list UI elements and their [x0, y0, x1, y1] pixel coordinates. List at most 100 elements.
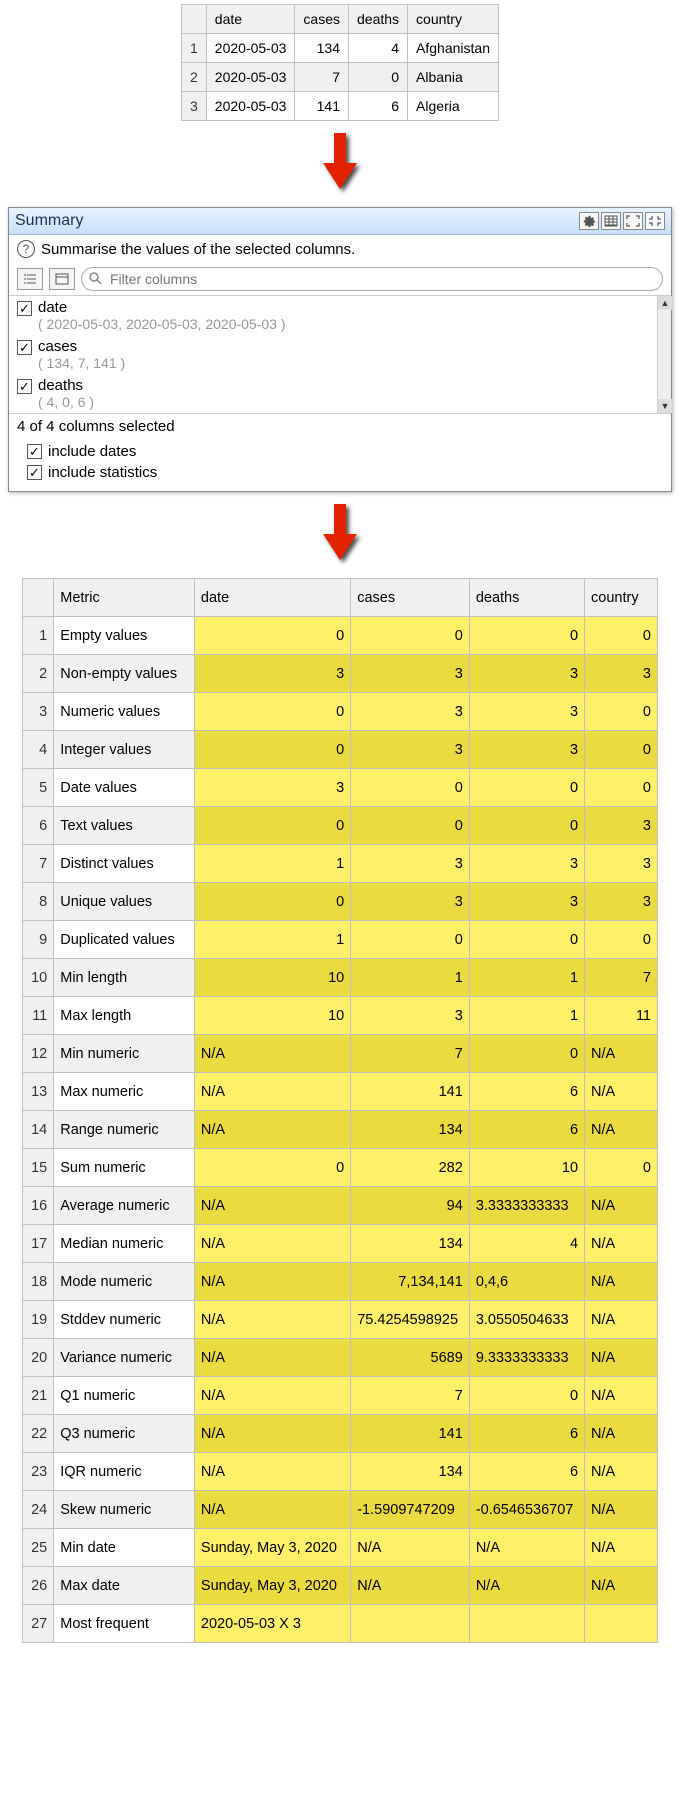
col-header-deaths[interactable]: deaths [469, 579, 584, 617]
metric-name[interactable]: Min date [54, 1529, 195, 1567]
metric-name[interactable]: Max length [54, 997, 195, 1035]
cell-cases[interactable]: 0 [351, 617, 470, 655]
cell-country[interactable]: 3 [585, 655, 658, 693]
metric-name[interactable]: Duplicated values [54, 921, 195, 959]
cell-date[interactable]: 2020-05-03 [206, 92, 295, 121]
col-header-date[interactable]: date [194, 579, 350, 617]
cell-country[interactable]: 11 [585, 997, 658, 1035]
cell-cases[interactable]: 3 [351, 731, 470, 769]
cell-cases[interactable]: N/A [351, 1567, 470, 1605]
cell-date[interactable]: N/A [194, 1415, 350, 1453]
cell-date[interactable]: 2020-05-03 X 3 [194, 1605, 350, 1643]
cell-cases[interactable]: 3 [351, 845, 470, 883]
cell-deaths[interactable]: 0 [469, 1377, 584, 1415]
metric-name[interactable]: Distinct values [54, 845, 195, 883]
cell-cases[interactable]: 3 [351, 655, 470, 693]
cell-date[interactable]: 10 [194, 997, 350, 1035]
cell-cases[interactable]: 282 [351, 1149, 470, 1187]
metric-name[interactable]: Mode numeric [54, 1263, 195, 1301]
cell-country[interactable]: 0 [585, 617, 658, 655]
row-number[interactable]: 25 [23, 1529, 54, 1567]
cell-country[interactable]: N/A [585, 1377, 658, 1415]
row-number[interactable]: 7 [23, 845, 54, 883]
cell-deaths[interactable]: 6 [469, 1111, 584, 1149]
metric-name[interactable]: Integer values [54, 731, 195, 769]
cell-date[interactable]: Sunday, May 3, 2020 [194, 1529, 350, 1567]
cell-date[interactable]: 0 [194, 731, 350, 769]
cell-deaths[interactable]: 6 [469, 1073, 584, 1111]
metric-name[interactable]: Skew numeric [54, 1491, 195, 1529]
row-number[interactable]: 1 [182, 34, 207, 63]
cell-date[interactable]: 2020-05-03 [206, 34, 295, 63]
metric-name[interactable]: Max numeric [54, 1073, 195, 1111]
cell-date[interactable]: N/A [194, 1225, 350, 1263]
cell-country[interactable]: 7 [585, 959, 658, 997]
row-number[interactable]: 24 [23, 1491, 54, 1529]
cell-date[interactable]: 1 [194, 845, 350, 883]
col-header-metric[interactable]: Metric [54, 579, 195, 617]
row-number[interactable]: 12 [23, 1035, 54, 1073]
cell-date[interactable]: N/A [194, 1301, 350, 1339]
filter-columns-input[interactable] [108, 270, 654, 288]
cell-deaths[interactable]: N/A [469, 1567, 584, 1605]
filter-input-wrap[interactable] [81, 267, 663, 291]
cell-country[interactable]: N/A [585, 1301, 658, 1339]
cell-date[interactable]: N/A [194, 1339, 350, 1377]
row-number[interactable]: 4 [23, 731, 54, 769]
cell-date[interactable]: 1 [194, 921, 350, 959]
cell-date[interactable]: 3 [194, 769, 350, 807]
cell-country[interactable]: N/A [585, 1339, 658, 1377]
cell-date[interactable]: N/A [194, 1035, 350, 1073]
col-header-deaths[interactable]: deaths [349, 5, 408, 34]
list-view-icon[interactable] [17, 268, 43, 290]
cell-country[interactable]: 0 [585, 1149, 658, 1187]
cell-deaths[interactable]: 1 [469, 997, 584, 1035]
cell-country[interactable]: 0 [585, 921, 658, 959]
cell-date[interactable]: 0 [194, 693, 350, 731]
row-number[interactable]: 10 [23, 959, 54, 997]
cell-cases[interactable]: N/A [351, 1529, 470, 1567]
cell-deaths[interactable]: 0 [349, 63, 408, 92]
cell-cases[interactable]: 94 [351, 1187, 470, 1225]
cell-deaths[interactable]: 0 [469, 769, 584, 807]
cell-cases[interactable] [351, 1605, 470, 1643]
cell-cases[interactable]: 3 [351, 997, 470, 1035]
cell-deaths[interactable] [469, 1605, 584, 1643]
metric-name[interactable]: Text values [54, 807, 195, 845]
cell-cases[interactable]: 141 [351, 1415, 470, 1453]
cell-country[interactable]: N/A [585, 1453, 658, 1491]
cell-deaths[interactable]: 1 [469, 959, 584, 997]
column-item[interactable]: ✓date( 2020-05-03, 2020-05-03, 2020-05-0… [9, 296, 657, 335]
cell-date[interactable]: N/A [194, 1263, 350, 1301]
expand-icon[interactable] [623, 212, 643, 230]
metric-name[interactable]: Most frequent [54, 1605, 195, 1643]
cell-deaths[interactable]: 3 [469, 655, 584, 693]
cell-cases[interactable]: 0 [351, 769, 470, 807]
cell-deaths[interactable]: 3.0550504633 [469, 1301, 584, 1339]
row-number[interactable]: 11 [23, 997, 54, 1035]
checkbox[interactable]: ✓ [17, 340, 32, 355]
metric-name[interactable]: Numeric values [54, 693, 195, 731]
checkbox[interactable]: ✓ [17, 379, 32, 394]
row-number[interactable]: 20 [23, 1339, 54, 1377]
cell-deaths[interactable]: N/A [469, 1529, 584, 1567]
cell-cases[interactable]: 7 [295, 63, 349, 92]
metric-name[interactable]: Stddev numeric [54, 1301, 195, 1339]
metric-name[interactable]: Unique values [54, 883, 195, 921]
scrollbar[interactable]: ▲ ▼ [657, 296, 671, 413]
cell-cases[interactable]: 3 [351, 883, 470, 921]
help-icon[interactable]: ? [17, 240, 35, 258]
cell-deaths[interactable]: 0 [469, 807, 584, 845]
checkbox[interactable]: ✓ [17, 301, 32, 316]
row-number[interactable]: 22 [23, 1415, 54, 1453]
cell-date[interactable]: 0 [194, 807, 350, 845]
scroll-down-icon[interactable]: ▼ [658, 399, 672, 413]
metric-name[interactable]: Non-empty values [54, 655, 195, 693]
cell-cases[interactable]: 141 [351, 1073, 470, 1111]
row-number[interactable]: 13 [23, 1073, 54, 1111]
column-item[interactable]: ✓deaths( 4, 0, 6 ) [9, 374, 657, 413]
metric-name[interactable]: Max date [54, 1567, 195, 1605]
cell-country[interactable] [585, 1605, 658, 1643]
cell-country[interactable]: N/A [585, 1491, 658, 1529]
row-number[interactable]: 23 [23, 1453, 54, 1491]
